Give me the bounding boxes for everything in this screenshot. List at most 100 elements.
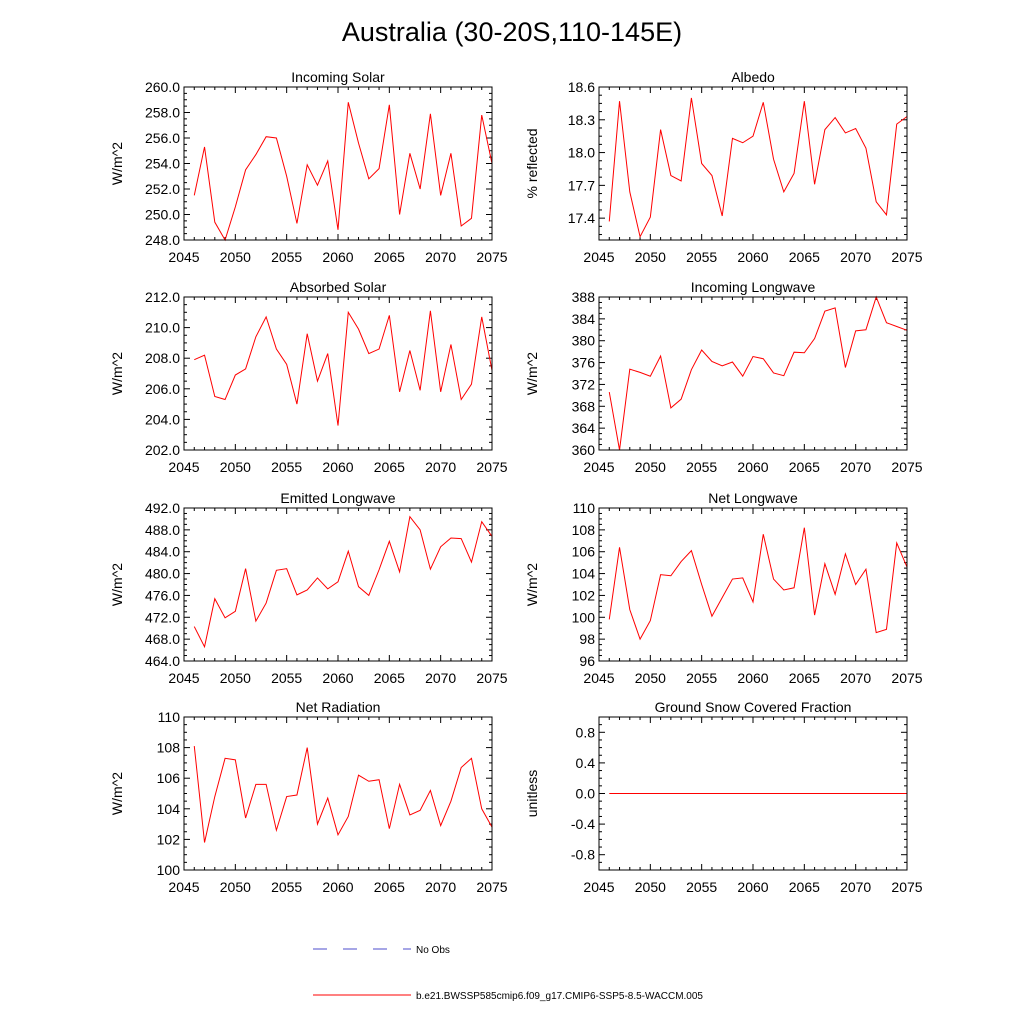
y-tick-label: 100 — [572, 609, 596, 625]
y-tick-label: 0.0 — [576, 786, 596, 802]
x-tick-label: 2045 — [168, 249, 199, 265]
x-tick-label: 2055 — [686, 670, 717, 686]
y-tick-label: 0.8 — [576, 724, 596, 740]
panel-net-longwave: Net Longwave W/m^2 96 98 100 102 104 106 108 110 2… — [524, 490, 923, 686]
panel-title: Incoming Longwave — [691, 279, 816, 295]
y-tick-label: 18.0 — [568, 145, 595, 161]
x-tick-label: 2075 — [891, 670, 922, 686]
x-tick-label: 2075 — [891, 249, 922, 265]
panel-title: Net Longwave — [708, 490, 798, 506]
series-line-emitted-longwave — [193, 515, 493, 649]
x-tick-label: 2060 — [322, 459, 353, 475]
x-tick-label: 2055 — [271, 459, 302, 475]
x-tick-label: 2050 — [220, 879, 251, 895]
x-tick-label: 2055 — [271, 670, 302, 686]
x-tick-label: 2075 — [476, 879, 507, 895]
y-tick-label: 18.6 — [568, 79, 595, 95]
x-tick-label: 2055 — [686, 249, 717, 265]
panel-albedo: Albedo % reflected 17.4 17.7 18.0 18.3 18.6 204… — [524, 69, 923, 265]
x-tick-label: 2070 — [840, 879, 871, 895]
legend-label-no-obs: No Obs — [416, 945, 450, 956]
y-axis-label: W/m^2 — [109, 142, 125, 185]
x-tick-label: 2050 — [220, 459, 251, 475]
x-tick-label: 2045 — [583, 879, 614, 895]
x-tick-label: 2065 — [374, 879, 405, 895]
x-tick-label: 2055 — [686, 879, 717, 895]
x-tick-label: 2050 — [635, 879, 666, 895]
x-tick-label: 2075 — [891, 879, 922, 895]
y-tick-label: 388 — [572, 289, 596, 305]
y-tick-label: 364 — [572, 420, 596, 436]
x-tick-label: 2050 — [635, 670, 666, 686]
x-tick-label: 2065 — [789, 670, 820, 686]
x-tick-label: 2045 — [583, 459, 614, 475]
x-tick-label: 2060 — [322, 879, 353, 895]
x-tick-label: 2070 — [840, 670, 871, 686]
x-tick-label: 2055 — [271, 249, 302, 265]
x-tick-label: 2055 — [686, 459, 717, 475]
x-tick-label: 2060 — [322, 670, 353, 686]
y-tick-label: 110 — [158, 709, 181, 725]
x-tick-label: 2075 — [476, 249, 507, 265]
x-tick-label: 2050 — [220, 249, 251, 265]
y-tick-label: 104 — [572, 566, 596, 582]
legend: No Obs b.e21.BWSSP585cmip6.f09_g17.CMIP6… — [313, 945, 703, 1002]
legend-label-model: b.e21.BWSSP585cmip6.f09_g17.CMIP6-SSP5-8… — [416, 991, 703, 1002]
plot-frame — [598, 86, 908, 241]
x-tick-label: 2050 — [635, 459, 666, 475]
x-tick-label: 2070 — [425, 670, 456, 686]
series-line-albedo — [608, 97, 908, 239]
x-tick-label: 2045 — [168, 459, 199, 475]
x-tick-label: 2045 — [168, 879, 199, 895]
y-tick-label: -0.4 — [571, 816, 595, 832]
panel-title: Incoming Solar — [291, 69, 385, 85]
series-line-incoming-solar — [193, 102, 493, 242]
x-tick-label: 2070 — [840, 249, 871, 265]
y-axis-label: W/m^2 — [524, 563, 540, 606]
x-tick-label: 2050 — [635, 249, 666, 265]
plot-frame — [183, 296, 493, 451]
x-tick-label: 2060 — [322, 249, 353, 265]
plot-frame — [598, 716, 908, 871]
panel-title: Emitted Longwave — [280, 490, 395, 506]
x-tick-label: 2065 — [374, 249, 405, 265]
y-axis-label: % reflected — [524, 128, 540, 198]
y-tick-label: 98 — [579, 631, 595, 647]
y-tick-label: 260.0 — [145, 79, 180, 95]
y-tick-label: 252.0 — [145, 181, 180, 197]
panels-container: Incoming Solar W/m^2 248.0 250.0 252.0 254.0 2… — [109, 69, 923, 895]
y-tick-label: 472.0 — [145, 609, 180, 625]
y-axis-label: W/m^2 — [109, 563, 125, 606]
figure-title: Australia (30-20S,110-145E) — [342, 17, 682, 47]
panel-net-radiation: Net Radiation W/m^2 100 102 104 106 108 110 2045… — [109, 699, 508, 895]
y-tick-label: 106 — [572, 544, 596, 560]
panel-ground-snow-covered-fraction: Ground Snow Covered Fraction unitless -0.8… — [524, 699, 923, 895]
y-tick-label: 380 — [572, 333, 596, 349]
x-tick-label: 2065 — [789, 459, 820, 475]
panel-incoming-longwave: Incoming Longwave W/m^2 360 364 368 372 376 380… — [524, 279, 923, 475]
y-tick-label: 100 — [157, 862, 181, 878]
x-tick-label: 2070 — [840, 459, 871, 475]
y-tick-label: 108 — [157, 740, 181, 756]
y-tick-label: 106 — [157, 770, 181, 786]
x-tick-label: 2075 — [476, 670, 507, 686]
plot-frame — [183, 716, 493, 871]
y-tick-label: 256.0 — [145, 130, 180, 146]
x-tick-label: 2045 — [168, 670, 199, 686]
y-tick-label: 368 — [572, 398, 596, 414]
y-tick-label: 210.0 — [145, 320, 180, 336]
y-tick-label: 372 — [572, 376, 596, 392]
y-tick-label: 250.0 — [145, 207, 180, 223]
x-tick-label: 2045 — [583, 249, 614, 265]
panel-incoming-solar: Incoming Solar W/m^2 248.0 250.0 252.0 254.0 2… — [109, 69, 508, 265]
x-tick-label: 2065 — [374, 459, 405, 475]
panel-title: Absorbed Solar — [290, 279, 387, 295]
x-tick-label: 2055 — [271, 879, 302, 895]
y-tick-label: 102 — [572, 587, 596, 603]
plot-frame — [598, 507, 908, 662]
x-tick-label: 2060 — [737, 459, 768, 475]
y-tick-label: 376 — [572, 355, 596, 371]
x-tick-label: 2075 — [476, 459, 507, 475]
panel-absorbed-solar: Absorbed Solar W/m^2 202.0 204.0 206.0 208.0 2… — [109, 279, 508, 475]
y-tick-label: 108 — [572, 522, 596, 538]
